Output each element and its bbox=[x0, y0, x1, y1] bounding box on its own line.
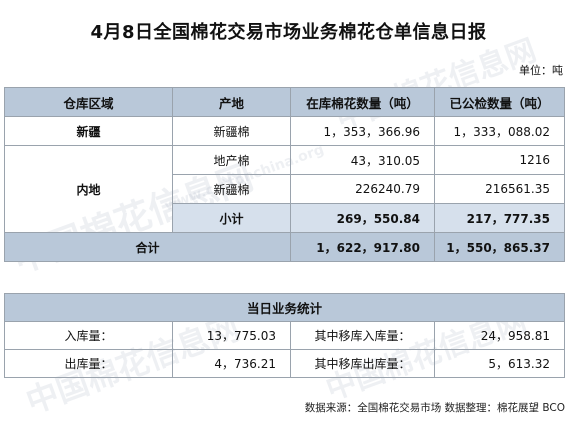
origin-cell: 新疆棉 bbox=[172, 174, 291, 204]
daily-stats-title: 当日业务统计 bbox=[3, 293, 566, 322]
daily-row-outbound: 出库量： 4，736.21 其中移库出库量： 5，613.32 bbox=[4, 349, 566, 378]
total-stock: 1，622，917.80 bbox=[290, 232, 435, 262]
header-stock: 在库棉花数量（吨） bbox=[290, 87, 435, 117]
inbound-label: 入库量： bbox=[4, 321, 173, 350]
daily-stats-table: 当日业务统计 入库量： 13，775.03 其中移库入库量： 24，958.81… bbox=[3, 293, 566, 378]
transfer-out-value: 5，613.32 bbox=[433, 349, 566, 378]
origin-cell: 新疆棉 bbox=[172, 116, 291, 146]
inbound-value: 13，775.03 bbox=[172, 321, 291, 350]
daily-stats-header: 当日业务统计 bbox=[3, 293, 566, 322]
total-inspected: 1，550，865.37 bbox=[434, 232, 565, 262]
unit-label: 单位：吨 bbox=[519, 64, 563, 77]
table-row-neidi-local: 内地 地产棉 43，310.05 1216 bbox=[4, 145, 565, 233]
region-cell: 新疆 bbox=[4, 116, 173, 146]
stock-cell: 1，353，366.96 bbox=[290, 116, 435, 146]
subtotal-stock: 269，550.84 bbox=[290, 203, 435, 233]
subtotal-inspected: 217，777.35 bbox=[434, 203, 565, 233]
transfer-out-label: 其中移库出库量： bbox=[290, 349, 435, 378]
stock-cell: 226240.79 bbox=[290, 174, 435, 204]
subtotal-label: 小计 bbox=[172, 203, 291, 233]
table-header-row: 仓库区域 产地 在库棉花数量（吨） 已公检数量（吨） bbox=[4, 87, 565, 117]
inspected-cell: 1216 bbox=[434, 145, 565, 175]
header-origin: 产地 bbox=[172, 87, 291, 117]
inspected-cell: 216561.35 bbox=[434, 174, 565, 204]
outbound-value: 4，736.21 bbox=[172, 349, 291, 378]
header-region: 仓库区域 bbox=[4, 87, 173, 117]
data-source-note: 数据来源：全国棉花交易市场 数据整理：棉花展望 BCO bbox=[304, 402, 565, 414]
inspected-cell: 1，333，088.02 bbox=[434, 116, 565, 146]
stock-cell: 43，310.05 bbox=[290, 145, 435, 175]
header-inspected: 已公检数量（吨） bbox=[434, 87, 565, 117]
daily-row-inbound: 入库量： 13，775.03 其中移库入库量： 24，958.81 bbox=[4, 321, 566, 350]
outbound-label: 出库量： bbox=[4, 349, 173, 378]
table-row-subtotal: 小计 269，550.84 217，777.35 bbox=[5, 203, 565, 233]
page-title: 4月8日全国棉花交易市场业务棉花仓单信息日报 bbox=[90, 22, 487, 43]
table-row-neidi-xinjiang: 新疆棉 226240.79 216561.35 bbox=[5, 174, 565, 204]
total-label: 合计 bbox=[4, 232, 291, 262]
table-row-xinjiang: 新疆 新疆棉 1，353，366.96 1，333，088.02 bbox=[4, 116, 565, 146]
table-row-total: 合计 1，622，917.80 1，550，865.37 bbox=[4, 232, 565, 262]
warehouse-receipt-table: 仓库区域 产地 在库棉花数量（吨） 已公检数量（吨） 新疆 新疆棉 1，353，… bbox=[4, 87, 565, 262]
region-cell: 内地 bbox=[4, 145, 173, 233]
transfer-in-label: 其中移库入库量： bbox=[290, 321, 435, 350]
origin-cell: 地产棉 bbox=[172, 145, 291, 175]
transfer-in-value: 24，958.81 bbox=[433, 321, 566, 350]
